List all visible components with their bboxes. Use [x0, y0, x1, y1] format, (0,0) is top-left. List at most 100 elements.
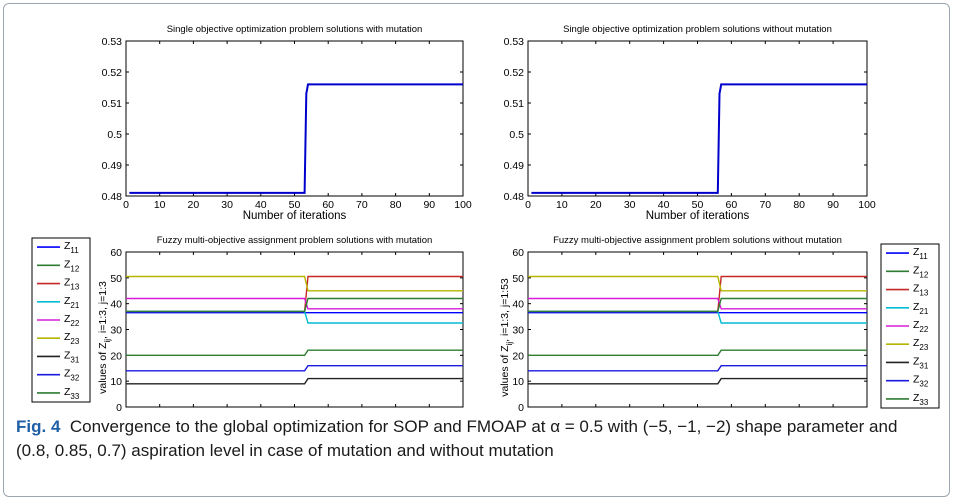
y-axis-label: values of Zij, i=1:3, j=1:3	[97, 281, 112, 394]
x-tick-label: 50	[289, 199, 301, 211]
x-tick-label: 0	[525, 199, 531, 211]
x-tick-label: 20	[590, 410, 602, 412]
x-tick-label: 100	[858, 199, 876, 211]
legend-entry-Z11: Z11	[913, 246, 928, 261]
figure-frame	[3, 3, 950, 497]
x-tick-label: 30	[221, 410, 233, 412]
y-tick-label: 0.5	[107, 129, 122, 141]
chart-title: Fuzzy multi-objective assignment problem…	[553, 235, 842, 246]
plot-area	[125, 251, 464, 408]
x-tick-label: 100	[454, 410, 472, 412]
x-tick-label: 80	[390, 410, 402, 412]
x-tick-label: 10	[154, 410, 166, 412]
x-tick-label: 40	[658, 199, 670, 211]
legend-entry-Z12: Z12	[913, 264, 929, 279]
y-tick-label: 0	[116, 402, 122, 412]
x-tick-label: 0	[123, 410, 129, 412]
y-tick-label: 60	[512, 247, 524, 259]
chart-title: Single objective optimization problem so…	[167, 24, 423, 35]
y-tick-label: 50	[512, 273, 524, 285]
x-tick-label: 50	[692, 199, 704, 211]
x-tick-label: 10	[556, 199, 568, 211]
x-tick-label: 50	[692, 410, 704, 412]
x-tick-label: 80	[793, 410, 805, 412]
x-tick-label: 70	[759, 199, 771, 211]
legend-entry-Z11: Z11	[64, 240, 79, 255]
legend-entry-Z32: Z32	[64, 368, 80, 383]
x-tick-label: 60	[726, 199, 738, 211]
x-tick-label: 50	[289, 410, 301, 412]
x-tick-label: 90	[827, 199, 839, 211]
legend-entry-Z33: Z33	[913, 392, 929, 407]
legend-entry-Z23: Z23	[64, 331, 80, 346]
y-tick-label: 40	[110, 299, 122, 311]
legend-entry-Z33: Z33	[64, 386, 80, 401]
series-line-Z12	[528, 349, 867, 356]
x-tick-label: 70	[759, 410, 771, 412]
y-tick-label: 0.53	[102, 36, 123, 48]
series-line-Z33	[126, 297, 463, 313]
y-tick-label: 0.49	[504, 160, 525, 172]
series-line-sop	[129, 83, 463, 194]
x-tick-label: 100	[858, 410, 876, 412]
caption-text: Convergence to the global optimization f…	[16, 417, 898, 460]
y-tick-label: 30	[512, 325, 524, 337]
chart-title: Fuzzy multi-objective assignment problem…	[157, 235, 433, 246]
y-tick-label: 0.52	[102, 67, 123, 79]
x-tick-label: 60	[322, 199, 334, 211]
x-tick-label: 30	[624, 199, 636, 211]
y-tick-label: 10	[110, 376, 122, 388]
x-tick-label: 20	[188, 410, 200, 412]
legend-entry-Z32: Z32	[913, 374, 929, 389]
series-line-sop	[531, 83, 867, 194]
series-line-Z23	[528, 275, 867, 292]
x-tick-label: 70	[356, 199, 368, 211]
series-line-Z31	[528, 377, 867, 385]
y-tick-label: 0.48	[504, 191, 525, 203]
legend-entry-Z13: Z13	[64, 277, 80, 292]
x-tick-label: 0	[123, 199, 129, 211]
x-tick-label: 40	[255, 410, 267, 412]
legend-entry-Z22: Z22	[913, 319, 929, 334]
chart-title: Single objective optimization problem so…	[563, 24, 832, 35]
x-axis-label: Number of iterations	[646, 210, 750, 222]
x-tick-label: 90	[423, 410, 435, 412]
plot-area	[527, 251, 868, 408]
series-line-Z23	[126, 275, 463, 292]
x-tick-label: 30	[624, 410, 636, 412]
x-tick-label: 90	[827, 410, 839, 412]
legend-entry-Z21: Z21	[64, 295, 80, 310]
y-tick-label: 40	[512, 299, 524, 311]
y-tick-label: 0	[518, 402, 524, 412]
chart-3: 0 10 20 30 40 50 60 70 80 90 100 0 10 20 30 40 50 60 Fuzzy…	[31, 235, 472, 412]
plot-area	[527, 40, 868, 197]
legend-entry-Z21: Z21	[913, 301, 929, 316]
x-tick-label: 10	[154, 199, 166, 211]
series-line-Z32	[528, 365, 867, 372]
chart-4: 0 10 20 30 40 50 60 70 80 90 100 0 10 20 30 40 50 60 Fuzzy…	[499, 235, 940, 412]
x-tick-label: 0	[525, 410, 531, 412]
y-tick-label: 0.49	[102, 160, 123, 172]
y-tick-label: 0.5	[509, 129, 524, 141]
series-line-Z33	[528, 297, 867, 313]
legend-entry-Z13: Z13	[913, 283, 929, 298]
x-axis-label: Number of iterations	[243, 210, 347, 222]
series-line-Z31	[126, 377, 463, 385]
plot-area	[125, 40, 464, 197]
legend-entry-Z31: Z31	[913, 355, 929, 370]
x-tick-label: 60	[726, 410, 738, 412]
x-tick-label: 20	[188, 199, 200, 211]
y-tick-label: 0.53	[504, 36, 525, 48]
y-tick-label: 50	[110, 273, 122, 285]
y-tick-label: 20	[110, 350, 122, 362]
series-line-Z32	[126, 365, 463, 372]
series-line-Z12	[126, 349, 463, 356]
legend-entry-Z31: Z31	[64, 349, 80, 364]
x-tick-label: 70	[356, 410, 368, 412]
x-tick-label: 80	[793, 199, 805, 211]
y-tick-label: 0.51	[102, 98, 123, 110]
y-tick-label: 0.48	[102, 191, 123, 203]
legend-entry-Z23: Z23	[913, 337, 929, 352]
x-tick-label: 100	[454, 199, 472, 211]
x-tick-label: 20	[590, 199, 602, 211]
